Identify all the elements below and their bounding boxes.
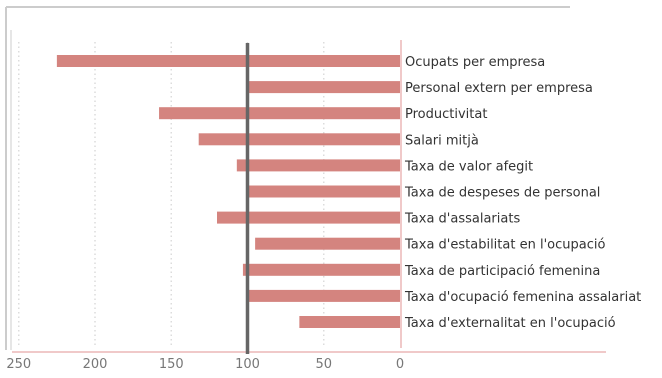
x-tick-label: 250 xyxy=(6,357,31,372)
category-label: Taxa de valor afegit xyxy=(404,159,533,174)
category-label: Ocupats per empresa xyxy=(405,55,545,70)
bar xyxy=(255,237,400,250)
bar xyxy=(299,316,400,328)
bar xyxy=(242,263,400,276)
bar xyxy=(159,107,400,120)
category-label: Taxa de despeses de personal xyxy=(404,186,600,201)
category-label: Personal extern per empresa xyxy=(405,81,593,96)
bar xyxy=(198,133,400,146)
bar xyxy=(217,211,400,224)
category-label: Taxa de participació femenina xyxy=(404,264,600,279)
chart-frame xyxy=(5,6,570,350)
category-label: Salari mitjà xyxy=(405,133,479,148)
x-tick-label: 100 xyxy=(235,357,260,372)
x-tick-label: 0 xyxy=(396,357,404,372)
x-axis xyxy=(12,40,606,353)
x-tick-labels: 250 200 150 100 50 0 xyxy=(6,357,404,372)
category-label: Productivitat xyxy=(405,107,487,122)
bar xyxy=(56,55,400,67)
category-label: Taxa d'externalitat en l'ocupació xyxy=(404,316,616,331)
x-tick-label: 150 xyxy=(159,357,184,372)
bar xyxy=(247,185,400,198)
bar xyxy=(247,81,400,94)
x-tick-label: 50 xyxy=(315,357,332,372)
bars xyxy=(56,55,400,328)
category-labels: Ocupats per empresa Personal extern per e… xyxy=(404,55,641,331)
bar xyxy=(236,159,400,172)
category-label: Taxa d'ocupació femenina assalariat xyxy=(404,290,641,305)
bar xyxy=(247,289,400,302)
category-label: Taxa d'estabilitat en l'ocupació xyxy=(404,238,605,253)
category-label: Taxa d'assalariats xyxy=(404,212,520,227)
x-tick-label: 200 xyxy=(83,357,108,372)
